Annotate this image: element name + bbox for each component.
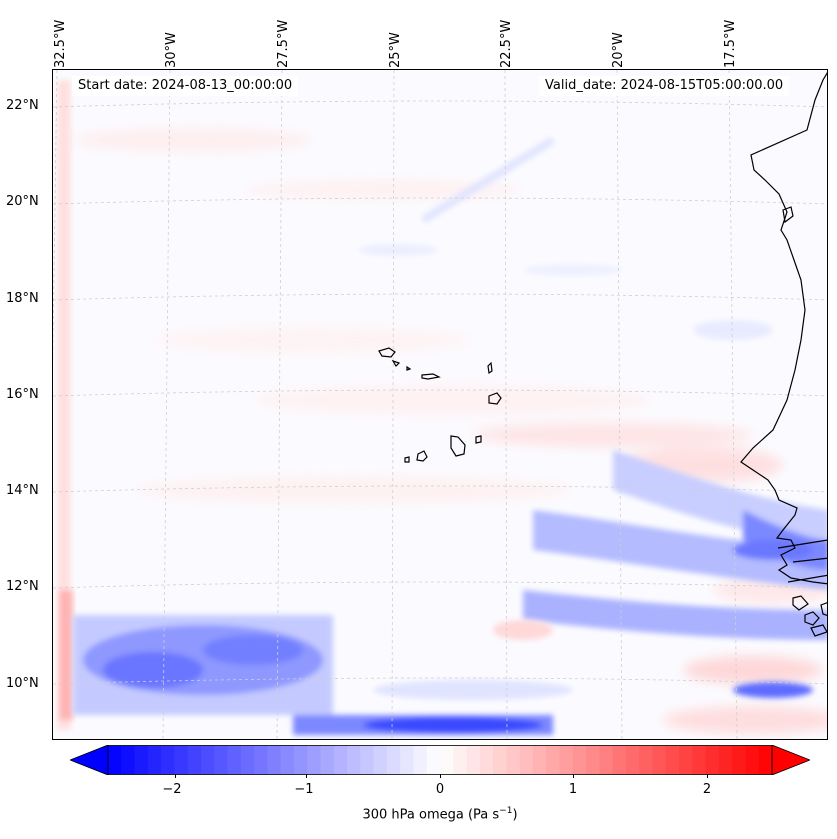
omega-field-map <box>53 70 827 739</box>
colorbar-step <box>307 745 322 775</box>
west-edge-positive-band <box>57 80 73 730</box>
lon-label-25w: 25°W <box>388 32 403 68</box>
cb-tickmark-1 <box>573 774 574 778</box>
cb-tick-m2: −2 <box>162 782 182 797</box>
colorbar-step <box>453 745 468 775</box>
colorbar-step <box>652 745 667 775</box>
weak-negative-omega-streaks <box>358 136 773 340</box>
colorbar-step <box>758 745 773 775</box>
cape-verde-islands <box>378 347 502 463</box>
colorbar-step <box>320 745 335 775</box>
colorbar-step <box>400 745 415 775</box>
cb-tick-2: 2 <box>702 782 712 797</box>
cb-tick-1: 1 <box>568 782 578 797</box>
colorbar-step <box>493 745 507 775</box>
colorbar-step <box>466 745 481 775</box>
colorbar-step <box>599 745 614 775</box>
lat-label-18n: 18°N <box>6 291 39 306</box>
colorbar-step <box>546 745 561 775</box>
colorbar-step <box>347 745 361 775</box>
cb-tickmark-m2 <box>175 774 176 778</box>
colorbar-step <box>293 745 308 775</box>
colorbar-step <box>732 745 747 775</box>
lat-label-14n: 14°N <box>6 483 39 498</box>
colorbar-step <box>479 745 494 775</box>
strong-negative-omega-south <box>73 615 573 735</box>
colorbar-step <box>121 745 136 775</box>
lat-label-22n: 22°N <box>6 98 39 113</box>
colorbar-step <box>625 745 640 775</box>
colorbar-step <box>519 745 534 775</box>
cb-tick-0: 0 <box>435 782 445 797</box>
colorbar-step <box>200 745 215 775</box>
start-date-label: Start date: 2024-08-13_00:00:00 <box>72 76 299 96</box>
valid-date-label: Valid_date: 2024-08-15T05:00:00.00 <box>539 76 790 96</box>
lon-label-32-5w: 32.5°W <box>53 19 68 68</box>
colorbar-step <box>227 745 242 775</box>
colorbar-step <box>214 745 229 775</box>
cb-tickmark-0 <box>440 774 441 778</box>
colorbar-step <box>254 745 268 775</box>
colorbar-step <box>440 745 454 775</box>
colorbar-step <box>612 745 627 775</box>
lon-label-17-5w: 17.5°W <box>723 19 738 68</box>
map-panel[interactable] <box>52 69 828 740</box>
african-coastline <box>740 72 827 637</box>
colorbar-step <box>333 745 348 775</box>
colorbar-step <box>373 745 388 775</box>
colorbar <box>70 745 810 775</box>
colorbar-step <box>679 745 693 775</box>
colorbar-step <box>718 745 733 775</box>
colorbar-step <box>745 745 760 775</box>
colorbar-extend-min <box>70 745 109 775</box>
colorbar-step <box>639 745 654 775</box>
colorbar-step <box>705 745 720 775</box>
lat-label-20n: 20°N <box>6 194 39 209</box>
colorbar-step <box>586 745 600 775</box>
colorbar-step <box>240 745 255 775</box>
weak-positive-omega-areas <box>73 128 827 734</box>
lon-label-22-5w: 22.5°W <box>499 19 514 68</box>
cb-tickmark-2 <box>707 774 708 778</box>
colorbar-step <box>413 745 428 775</box>
colorbar-step <box>532 745 547 775</box>
colorbar-steps <box>108 745 773 775</box>
lat-label-12n: 12°N <box>6 579 39 594</box>
colorbar-step <box>267 745 282 775</box>
colorbar-step <box>506 745 521 775</box>
lon-label-20w: 20°W <box>611 32 626 68</box>
lat-label-10n: 10°N <box>6 676 39 691</box>
colorbar-step <box>174 745 189 775</box>
colorbar-step <box>572 745 587 775</box>
colorbar-step <box>187 745 202 775</box>
colorbar-step <box>665 745 680 775</box>
lon-label-30w: 30°W <box>164 32 179 68</box>
lat-label-16n: 16°N <box>6 387 39 402</box>
colorbar-step <box>280 745 295 775</box>
cb-tick-m1: −1 <box>294 782 314 797</box>
colorbar-step <box>692 745 707 775</box>
lon-label-27-5w: 27.5°W <box>276 19 291 68</box>
graticule <box>53 70 827 739</box>
cb-tickmark-m1 <box>306 774 307 778</box>
colorbar-step <box>108 745 122 775</box>
strong-negative-omega-east <box>523 450 827 698</box>
colorbar-step <box>134 745 149 775</box>
colorbar-step <box>559 745 574 775</box>
colorbar-step <box>161 745 175 775</box>
colorbar-step <box>147 745 162 775</box>
colorbar-step <box>386 745 401 775</box>
colorbar-step <box>360 745 375 775</box>
colorbar-step <box>426 745 441 775</box>
colorbar-label: 300 hPa omega (Pa s−1) <box>362 806 518 823</box>
colorbar-extend-max <box>771 745 810 775</box>
